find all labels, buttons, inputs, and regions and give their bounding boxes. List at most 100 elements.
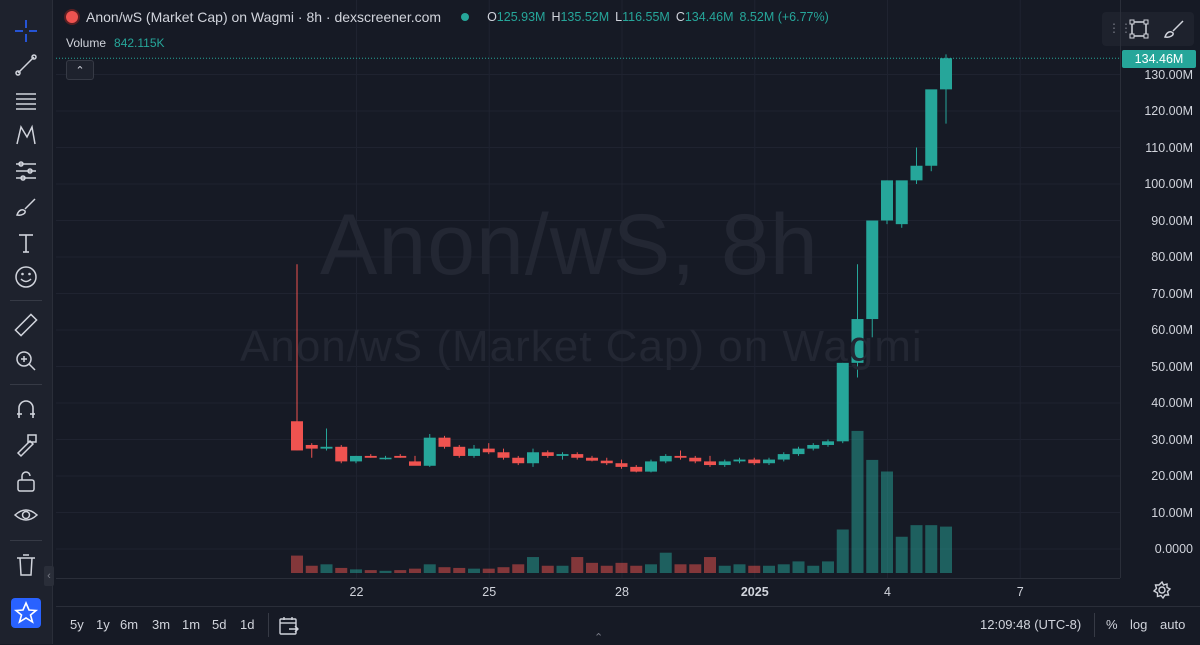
ohlc-key: H [551, 10, 561, 24]
chart-title: Anon/wS (Market Cap) on Wagmi · 8h · dex… [86, 9, 442, 25]
candle-body [733, 459, 746, 462]
price-tick-label: 20.00M [1151, 469, 1193, 483]
volume-value: 842.115K [114, 36, 165, 50]
ohlc-item: H135.52M [551, 10, 609, 24]
volume-bar [851, 430, 864, 573]
volume-bar [482, 568, 495, 573]
eye-icon[interactable] [11, 500, 41, 530]
volume-bar [925, 525, 938, 573]
time-axis[interactable]: 22 25 28 2025 4 7 [56, 578, 1120, 607]
range-button-1m[interactable]: 1m [182, 617, 201, 632]
volume-bar [497, 567, 510, 573]
volume-bar [571, 557, 584, 573]
go-to-date-icon[interactable] [278, 615, 300, 642]
toolbar-divider [1094, 613, 1095, 637]
time-tick-label: 2025 [740, 585, 769, 599]
unlock-icon[interactable] [11, 466, 41, 496]
time-tick-label: 4 [884, 585, 891, 599]
ruler-icon[interactable] [11, 310, 41, 340]
range-button-5d[interactable]: 5d [212, 617, 227, 632]
ohlc-values: O125.93M H135.52M L116.55M C134.46M 8.52M (+… [487, 10, 829, 24]
legend-collapse-button[interactable]: ⌃ [66, 60, 94, 80]
volume-bar [630, 565, 643, 573]
candle-body [379, 457, 392, 460]
range-button-1y[interactable]: 1y [96, 617, 110, 632]
time-tick-label: 25 [482, 585, 497, 599]
crosshair-icon[interactable] [11, 16, 41, 46]
ohlc-value: 8.52M (+6.77%) [739, 10, 829, 24]
candle-body [291, 421, 303, 451]
ohlc-key: O [487, 10, 497, 24]
collapse-toolbar-button[interactable]: ‹ [44, 566, 54, 586]
price-tick-label: 60.00M [1151, 323, 1193, 337]
volume-bar [541, 565, 554, 573]
chart-pane[interactable] [56, 0, 1120, 578]
candle-body [586, 457, 598, 461]
range-button-6m[interactable]: 6m [120, 617, 139, 632]
volume-bar [335, 567, 348, 573]
price-tick-label: 120.00M [1144, 104, 1193, 118]
candle-body [527, 452, 539, 464]
volume-bar [822, 561, 834, 573]
trend-line-icon[interactable] [11, 50, 41, 80]
volume-bar [777, 564, 790, 573]
auto-scale-toggle[interactable]: auto [1160, 617, 1186, 632]
watermark-description: Anon/wS (Market Cap) on Wagmi [240, 322, 923, 371]
watermark-symbol: Anon/wS, 8h [320, 197, 819, 293]
candle-body [571, 454, 584, 458]
time-tick-label: 7 [1016, 585, 1024, 599]
volume-bar [674, 564, 687, 573]
prediction-icon[interactable] [11, 156, 41, 186]
range-button-1d[interactable]: 1d [240, 617, 255, 632]
zoom-in-icon[interactable] [11, 346, 41, 376]
range-button-5y[interactable]: 5y [70, 617, 84, 632]
fib-retracement-icon[interactable] [11, 86, 41, 116]
volume-bar [320, 564, 333, 573]
volume-bar [600, 565, 613, 573]
price-tick-label: 100.00M [1144, 177, 1193, 191]
price-tick-label: 0.0000 [1154, 542, 1193, 556]
price-tick-label: 10.00M [1151, 505, 1193, 520]
draw-brush-icon[interactable] [1162, 18, 1186, 45]
candle-body [895, 180, 908, 225]
price-axis[interactable]: 130.00M 120.00M 110.00M 100.00M 90.00M 80.00M… [1120, 0, 1200, 578]
volume-bar [645, 564, 657, 573]
price-tick-label: 90.00M [1151, 213, 1193, 228]
trash-icon[interactable] [11, 550, 41, 580]
time-tick-label: 22 [349, 585, 364, 599]
candle-body [689, 457, 702, 462]
chart-legend: Anon/wS (Market Cap) on Wagmi · 8h · dex… [66, 6, 829, 28]
clock-timezone[interactable]: 12:09:48 (UTC-8) [980, 617, 1082, 632]
select-area-icon[interactable] [1128, 18, 1150, 45]
pattern-icon[interactable] [11, 120, 41, 150]
price-tick-label: 70.00M [1151, 286, 1193, 301]
expand-panel-icon[interactable]: ⌃ [594, 632, 604, 644]
favorites-star-icon[interactable] [11, 598, 41, 628]
ohlc-item: 8.52M (+6.77%) [740, 10, 829, 24]
candle-body [925, 89, 938, 166]
magnet-icon[interactable] [11, 394, 41, 424]
lock-drawing-icon[interactable] [11, 430, 41, 460]
volume-bar [556, 565, 569, 573]
volume-bar [379, 570, 392, 573]
emoji-icon[interactable] [11, 262, 41, 292]
price-tick-label: 130.00M [1144, 67, 1193, 82]
axis-settings-icon[interactable] [1152, 580, 1172, 605]
volume-bar [409, 568, 421, 573]
candle-body [394, 455, 407, 458]
brush-icon[interactable] [11, 192, 41, 222]
candlestick-chart[interactable] [56, 0, 1120, 578]
volume-bar [748, 565, 761, 573]
price-tick-label: 50.00M [1151, 359, 1193, 374]
bottom-toolbar: 5y 1y 6m 3m 1m 5d 1d 12:09:48 (UTC-8) % log au… [56, 606, 1200, 645]
log-scale-toggle[interactable]: log [1130, 617, 1148, 632]
range-button-3m[interactable]: 3m [152, 617, 171, 632]
volume-bar [305, 565, 318, 573]
volume-bar [895, 536, 908, 573]
text-icon[interactable] [11, 228, 41, 258]
percent-scale-toggle[interactable]: % [1106, 617, 1118, 632]
toolbar-divider [268, 613, 269, 637]
volume-bar [453, 567, 466, 573]
candle-body [615, 463, 628, 467]
volume-bar [689, 564, 702, 573]
